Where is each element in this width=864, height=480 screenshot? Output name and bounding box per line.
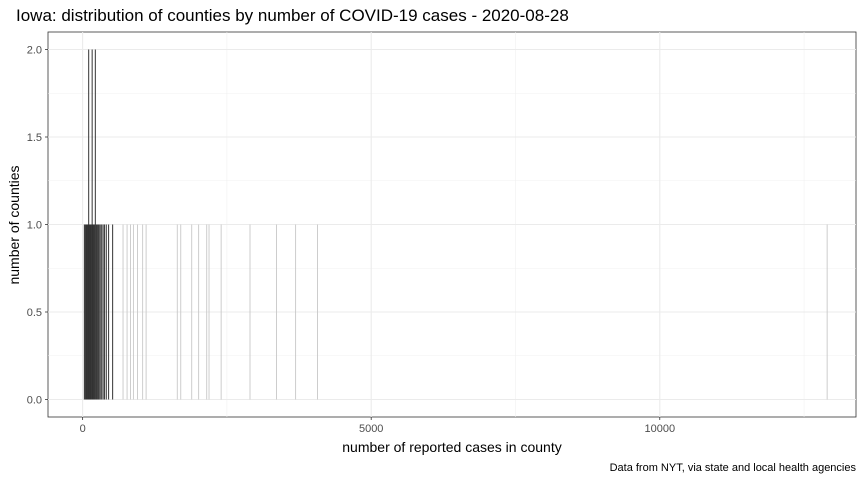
y-tick-label: 0.5 [27, 307, 42, 319]
x-tick-label: 10000 [644, 423, 675, 435]
major-gridlines [48, 32, 856, 417]
y-axis-ticks: 0.0 0.5 1.0 1.5 2.0 [27, 45, 48, 407]
chart-title: Iowa: distribution of counties by number… [16, 6, 569, 25]
y-tick-label: 1.0 [27, 220, 42, 232]
y-tick-label: 0.0 [27, 395, 42, 407]
y-tick-label: 1.5 [27, 132, 42, 144]
x-axis-ticks: 0 5000 10000 [80, 417, 675, 435]
y-axis-title: number of counties [6, 165, 22, 284]
x-tick-label: 0 [80, 423, 86, 435]
bars [83, 49, 828, 400]
x-tick-label: 5000 [359, 423, 383, 435]
y-tick-label: 2.0 [27, 45, 42, 57]
chart-caption: Data from NYT, via state and local healt… [610, 462, 857, 474]
x-axis-title: number of reported cases in county [342, 439, 561, 455]
